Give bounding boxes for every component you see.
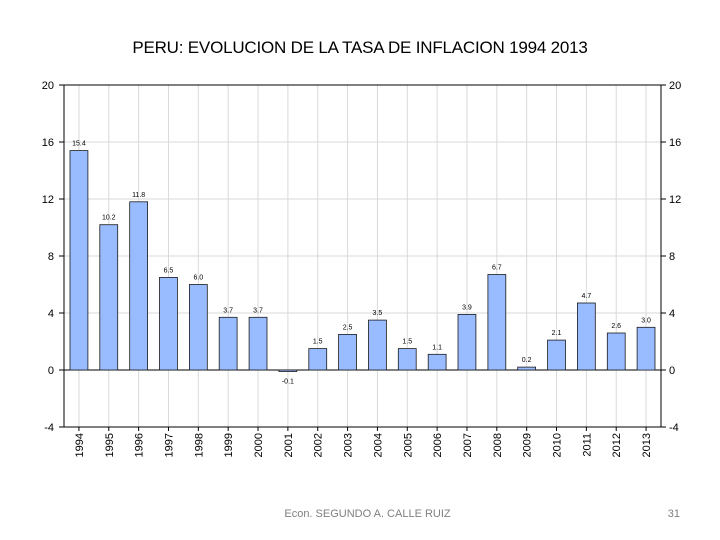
- x-tick-label-1998: 1998: [193, 433, 205, 457]
- bar-2011: [577, 302, 596, 371]
- y-tick-label-right: 4: [669, 308, 675, 320]
- y-tick-label-left: 20: [42, 80, 54, 92]
- bar-2000: [248, 316, 268, 371]
- x-tick-label-1997: 1997: [163, 433, 175, 457]
- data-label-1997: 6.5: [164, 267, 174, 274]
- data-label-1994: 15.4: [72, 141, 86, 148]
- x-tick-label-1995: 1995: [104, 433, 116, 457]
- x-tick-label-1994: 1994: [74, 433, 86, 457]
- x-tick-label-2012: 2012: [611, 433, 623, 457]
- data-label-1998: 6.0: [193, 275, 203, 282]
- footer-author: Econ. SEGUNDO A. CALLE RUIZ: [284, 508, 451, 520]
- x-tick-label-2003: 2003: [343, 433, 355, 457]
- data-label-2001: -0.1: [282, 378, 294, 385]
- x-axis: 1994 1995 1996 1997 1998 1999 2000 2001 2002 2003…: [74, 427, 653, 457]
- bar-1994: [69, 150, 89, 371]
- data-label-1995: 10.2: [102, 215, 116, 222]
- bar-data-labels: 15.4 10.2 11.8 6.5 6.0 3.7 3.7 -0.1 1.5 2.5 3.5 1.5…: [72, 141, 651, 386]
- grid-lines: [64, 85, 661, 427]
- bar-1998: [188, 284, 208, 371]
- page-number: 31: [667, 508, 680, 520]
- bar-2007: [457, 313, 477, 371]
- bar-2001: [278, 369, 298, 372]
- y-tick-label-right: -4: [669, 422, 679, 434]
- data-label-2009: 0.2: [522, 357, 532, 364]
- chart-title: PERU: EVOLUCION DE LA TASA DE INFLACION …: [132, 38, 588, 57]
- x-tick-label-2013: 2013: [641, 433, 653, 457]
- y-tick-label-left: 12: [42, 194, 54, 206]
- data-label-2012: 2.6: [611, 323, 621, 330]
- x-tick-label-2007: 2007: [462, 433, 474, 457]
- data-label-2011: 4.7: [582, 293, 592, 300]
- data-label-1999: 3.7: [223, 307, 233, 314]
- data-label-2000: 3.7: [253, 307, 263, 314]
- x-tick-label-1996: 1996: [134, 433, 146, 457]
- data-label-1996: 11.8: [132, 192, 145, 199]
- y-tick-label-left: 4: [48, 308, 54, 320]
- bar-1999: [218, 316, 238, 371]
- bars: [69, 150, 656, 372]
- x-tick-label-2004: 2004: [372, 433, 384, 457]
- bar-2005: [397, 348, 417, 371]
- x-tick-label-2001: 2001: [283, 433, 295, 457]
- bar-2003: [338, 333, 357, 371]
- y-tick-label-left: -4: [44, 422, 54, 434]
- bar-2009: [517, 366, 537, 371]
- y-tick-label-right: 8: [669, 251, 675, 263]
- y-axis-right: -4 0 4 8 12 16 20: [661, 80, 681, 434]
- y-tick-label-left: 0: [48, 365, 54, 377]
- data-label-2004: 3.5: [373, 310, 383, 317]
- bar-1997: [159, 276, 178, 371]
- bar-2002: [308, 348, 328, 371]
- x-tick-label-1999: 1999: [223, 433, 235, 457]
- data-label-2008: 6.7: [492, 265, 502, 272]
- data-label-2005: 1.5: [402, 339, 412, 346]
- bar-2006: [427, 353, 447, 371]
- y-tick-label-left: 16: [42, 137, 54, 149]
- data-label-2010: 2.1: [552, 330, 562, 337]
- bar-2013: [636, 326, 656, 371]
- data-label-2006: 1.1: [432, 344, 442, 351]
- bar-2008: [487, 274, 507, 371]
- plot-frame: [63, 84, 662, 428]
- x-tick-label-2008: 2008: [492, 433, 504, 457]
- data-label-2013: 3.0: [641, 317, 651, 324]
- x-tick-label-2000: 2000: [253, 433, 265, 457]
- x-tick-label-2005: 2005: [402, 433, 414, 457]
- y-tick-label-right: 0: [669, 365, 675, 377]
- y-axis-left: -4 0 4 8 12 16 20: [42, 80, 64, 434]
- bar-2012: [606, 332, 626, 371]
- x-tick-label-2006: 2006: [432, 433, 444, 457]
- data-label-2007: 3.9: [462, 304, 472, 311]
- y-tick-label-right: 12: [669, 194, 681, 206]
- bar-1995: [99, 224, 119, 371]
- x-tick-label-2011: 2011: [581, 433, 593, 457]
- bar-2004: [368, 319, 387, 371]
- y-tick-label-right: 20: [669, 80, 681, 92]
- y-tick-label-right: 16: [669, 137, 681, 149]
- bar-1996: [129, 201, 148, 371]
- x-tick-label-2010: 2010: [552, 433, 564, 457]
- x-tick-label-2002: 2002: [313, 433, 325, 457]
- x-tick-label-2009: 2009: [522, 433, 534, 457]
- y-tick-label-left: 8: [48, 251, 54, 263]
- data-label-2002: 1.5: [313, 339, 323, 346]
- bar-2010: [547, 339, 566, 371]
- data-label-2003: 2.5: [343, 324, 353, 331]
